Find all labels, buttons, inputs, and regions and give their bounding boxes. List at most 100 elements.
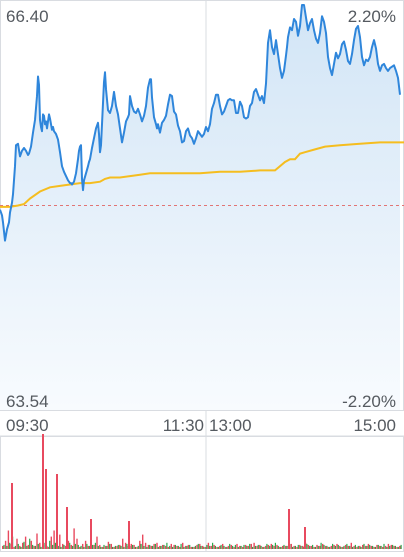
volume-bar-up [362,544,364,549]
volume-bar-down [60,546,62,549]
volume-bar-up [353,545,355,549]
volume-bar-down [320,542,322,549]
volume-bar-up [107,541,110,549]
volume-bar-down [349,545,351,549]
volume-bar-up [62,543,64,550]
volume-bar-up [276,544,278,549]
volume-bar-down [246,545,248,549]
volume-bar-down [180,543,182,550]
time-label-1300: 13:00 [209,416,252,435]
volume-bar-up [136,546,138,549]
volume-bar-up [124,542,127,549]
volume-bar-down [332,543,334,550]
volume-bar-down [254,545,256,549]
volume-bar-up [344,544,347,549]
volume-bar-down [294,545,296,549]
volume-bar-up [379,545,381,549]
volume-bar-down [97,545,99,549]
volume-bar-down [297,544,299,549]
volume-bar-up [324,545,327,549]
volume-bar-up [110,543,112,550]
volume-bar-up [250,543,252,550]
volume-bar-down [40,546,42,549]
volume-bar-up [396,546,398,549]
price-line [0,4,401,242]
volume-bar-up [116,545,118,549]
volume-bar-up [144,542,147,549]
volume-bar-up [16,538,18,549]
volume-bar-down [394,545,396,549]
volume-bar-up [387,543,390,550]
volume-bar-spike [42,434,44,549]
volume-bar-down [186,545,188,549]
y-min-price-label: 63.54 [6,392,49,411]
volume-bar-up [262,546,264,549]
volume-bar-up [330,545,332,549]
volume-bar-spike [11,483,13,549]
volume-bar-down [203,546,205,549]
volume-bar-up [139,540,141,549]
volume-bar-spike [90,519,92,549]
volume-bar-up [216,546,218,549]
volume-bar-up [347,545,350,549]
volume-bar-up [19,545,21,549]
volume-bar-up [50,536,52,549]
volume-bar-down [92,544,94,549]
volume-bar-down [143,545,145,549]
volume-bar-up [76,538,78,549]
volume-bar-up [179,546,181,549]
volume-bar-up [30,540,32,549]
volume-bar-up [36,533,38,549]
volume-bar-down [334,545,336,549]
volume-bar-down [149,544,151,549]
volume-bar-down [83,546,85,549]
volume-bar-down [217,546,219,549]
volume-bar-down [72,545,74,549]
volume-bar-down [346,543,348,550]
volume-bar-down [354,544,356,549]
volume-bar-down [214,545,216,549]
volume-bar-down [17,543,19,550]
volume-bar-up [147,544,150,549]
volume-bar-down [146,546,148,549]
volume-bar-down [383,543,385,550]
volume-bar-down [77,544,79,549]
volume-bar-up [13,546,15,549]
volume-bar-up [393,545,395,549]
volume-bar-up [230,544,232,549]
volume-bar-up [264,545,267,549]
volume-bar-up [242,546,244,549]
volume-bar-down [109,543,111,550]
volume-bar-down [103,544,105,549]
volume-bar-down [112,546,114,549]
volume-bar-up [122,538,124,549]
volume-bar-down [154,543,156,550]
volume-bar-down [100,546,102,549]
volume-bar-up [93,544,95,549]
volume-bar-down [114,545,116,549]
volume-bar-up [53,530,55,549]
volume-bar-down [306,543,308,550]
volume-bar-down [212,542,214,549]
volume-bar-up [150,545,152,549]
volume-bar-down [366,545,368,549]
volume-bar-spike [45,469,47,549]
volume-bar-down [200,545,202,549]
volume-bar-up [162,544,164,549]
volume-bar-up [102,546,104,549]
volume-bar-up [159,545,161,549]
volume-bar-down [117,544,119,549]
volume-bar-up [364,545,367,549]
volume-bar-down [54,542,56,549]
volume-bar-up [173,544,175,549]
volume-bar-up [196,544,198,549]
volume-bar-down [280,546,282,549]
volume-bar-up [70,544,72,549]
volume-bar-up [333,544,335,549]
volume-bar-down [229,543,231,550]
volume-bar-down [274,542,276,549]
volume-bar-up [2,545,4,549]
volume-bar-down [397,546,399,549]
volume-bar-down [272,544,274,549]
